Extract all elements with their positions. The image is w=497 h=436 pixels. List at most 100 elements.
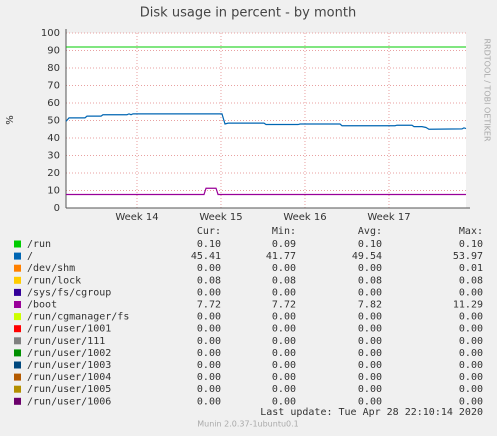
legend-label: /run/user/1001: [27, 324, 111, 335]
y-tick-label: 30: [47, 151, 60, 162]
y-tick-label: 100: [41, 28, 60, 39]
legend-stat: 0.10: [358, 239, 382, 250]
legend-stat: 0.00: [358, 384, 382, 395]
legend-stat: 0.08: [459, 275, 483, 286]
legend-stat: 0.00: [459, 324, 483, 335]
legend-label: /: [27, 251, 33, 262]
legend-stat: 0.00: [459, 287, 483, 298]
footer: Munin 2.0.37-1ubuntu0.1: [197, 420, 299, 429]
y-tick-label: 10: [47, 186, 60, 197]
legend-stat: 0.00: [197, 324, 221, 335]
series-line: [66, 187, 466, 196]
legend-stat: 0.00: [197, 348, 221, 359]
legend-label: /run: [27, 239, 51, 250]
legend-stat: 0.00: [272, 312, 296, 323]
legend-stat: 11.29: [453, 300, 483, 311]
x-tick-label: Week 16: [283, 212, 326, 223]
legend-swatch: [14, 385, 21, 393]
legend-label: /run/user/1002: [27, 348, 111, 359]
legend-column-header: Cur:: [197, 226, 221, 237]
legend-stat: 0.00: [197, 372, 221, 383]
legend-stat: 0.00: [358, 287, 382, 298]
legend-stat: 0.00: [459, 336, 483, 347]
legend-stat: 0.00: [459, 384, 483, 395]
legend-stat: 0.00: [272, 372, 296, 383]
legend-label: /sys/fs/cgroup: [27, 287, 111, 298]
legend-swatch: [14, 325, 21, 333]
legend-swatch: [14, 288, 21, 296]
legend-stat: 0.00: [272, 360, 296, 371]
legend-stat: 0.00: [197, 384, 221, 395]
y-tick-label: 90: [47, 46, 60, 57]
legend-column-header: Max:: [459, 226, 483, 237]
legend-stat: 0.00: [272, 384, 296, 395]
legend-stat: 0.00: [459, 312, 483, 323]
legend-stat: 0.10: [197, 239, 221, 250]
x-tick-label: Week 14: [115, 212, 158, 223]
legend-swatch: [14, 397, 21, 405]
legend-label: /run/user/1004: [27, 372, 111, 383]
legend-stat: 0.00: [358, 360, 382, 371]
chart-title: Disk usage in percent - by month: [140, 6, 356, 21]
legend-stat: 0.00: [197, 336, 221, 347]
legend-stat: 0.00: [459, 372, 483, 383]
legend-swatch: [14, 264, 21, 272]
legend-stat: 0.00: [358, 312, 382, 323]
legend-stat: 0.00: [197, 396, 221, 407]
legend-stat: 0.00: [459, 360, 483, 371]
legend-swatch: [14, 349, 21, 357]
legend-label: /run/user/1003: [27, 360, 111, 371]
series-line: [65, 113, 467, 130]
legend-column-header: Avg:: [358, 226, 382, 237]
legend-swatch: [14, 373, 21, 381]
legend-stat: 0.00: [197, 287, 221, 298]
legend-swatch: [14, 337, 21, 345]
legend-label: /run/cgmanager/fs: [27, 312, 129, 323]
legend-swatch: [14, 252, 21, 260]
y-axis-label: %: [5, 115, 16, 125]
y-tick-label: 40: [47, 133, 60, 144]
legend-stat: 0.00: [358, 336, 382, 347]
legend-stat: 0.00: [272, 263, 296, 274]
legend-stat: 0.00: [272, 396, 296, 407]
legend-swatch: [14, 361, 21, 369]
y-tick-label: 60: [47, 98, 60, 109]
legend-stat: 0.00: [272, 348, 296, 359]
legend-stat: 0.08: [358, 275, 382, 286]
y-tick-label: 80: [47, 63, 60, 74]
legend-stat: 0.00: [459, 396, 483, 407]
legend-swatch: [14, 276, 21, 284]
legend-label: /run/user/1006: [27, 396, 111, 407]
legend-stat: 7.72: [272, 300, 296, 311]
y-tick-label: 70: [47, 81, 60, 92]
side-text: RRDTOOL / TOBI OETIKER: [483, 38, 492, 141]
legend-stat: 0.00: [197, 312, 221, 323]
last-update: Last update: Tue Apr 28 22:10:14 2020: [260, 407, 483, 418]
y-tick-label: 20: [47, 168, 60, 179]
legend-stat: 0.00: [272, 324, 296, 335]
legend-stat: 0.00: [197, 360, 221, 371]
legend-stat: 0.01: [459, 263, 483, 274]
legend-stat: 0.00: [358, 396, 382, 407]
legend-stat: 0.00: [358, 348, 382, 359]
legend-swatch: [14, 301, 21, 308]
legend-column-header: Min:: [272, 226, 296, 237]
legend-stat: 49.54: [352, 251, 382, 262]
x-tick-label: Week 15: [199, 212, 242, 223]
legend-label: /run/user/1005: [27, 384, 111, 395]
legend-label: /run/lock: [27, 275, 81, 286]
legend-label: /dev/shm: [27, 263, 75, 274]
legend-swatch: [14, 313, 21, 321]
legend-stat: 45.41: [191, 251, 221, 262]
x-tick-label: Week 17: [367, 212, 410, 223]
legend-label: /boot: [27, 300, 57, 311]
legend-label: /run/user/111: [27, 336, 105, 347]
legend-stat: 0.00: [272, 287, 296, 298]
legend-stat: 53.97: [453, 251, 483, 262]
legend-stat: 0.09: [272, 239, 296, 250]
legend-stat: 0.00: [358, 263, 382, 274]
legend-stat: 0.08: [272, 275, 296, 286]
legend-stat: 0.00: [272, 336, 296, 347]
legend-stat: 0.00: [197, 263, 221, 274]
